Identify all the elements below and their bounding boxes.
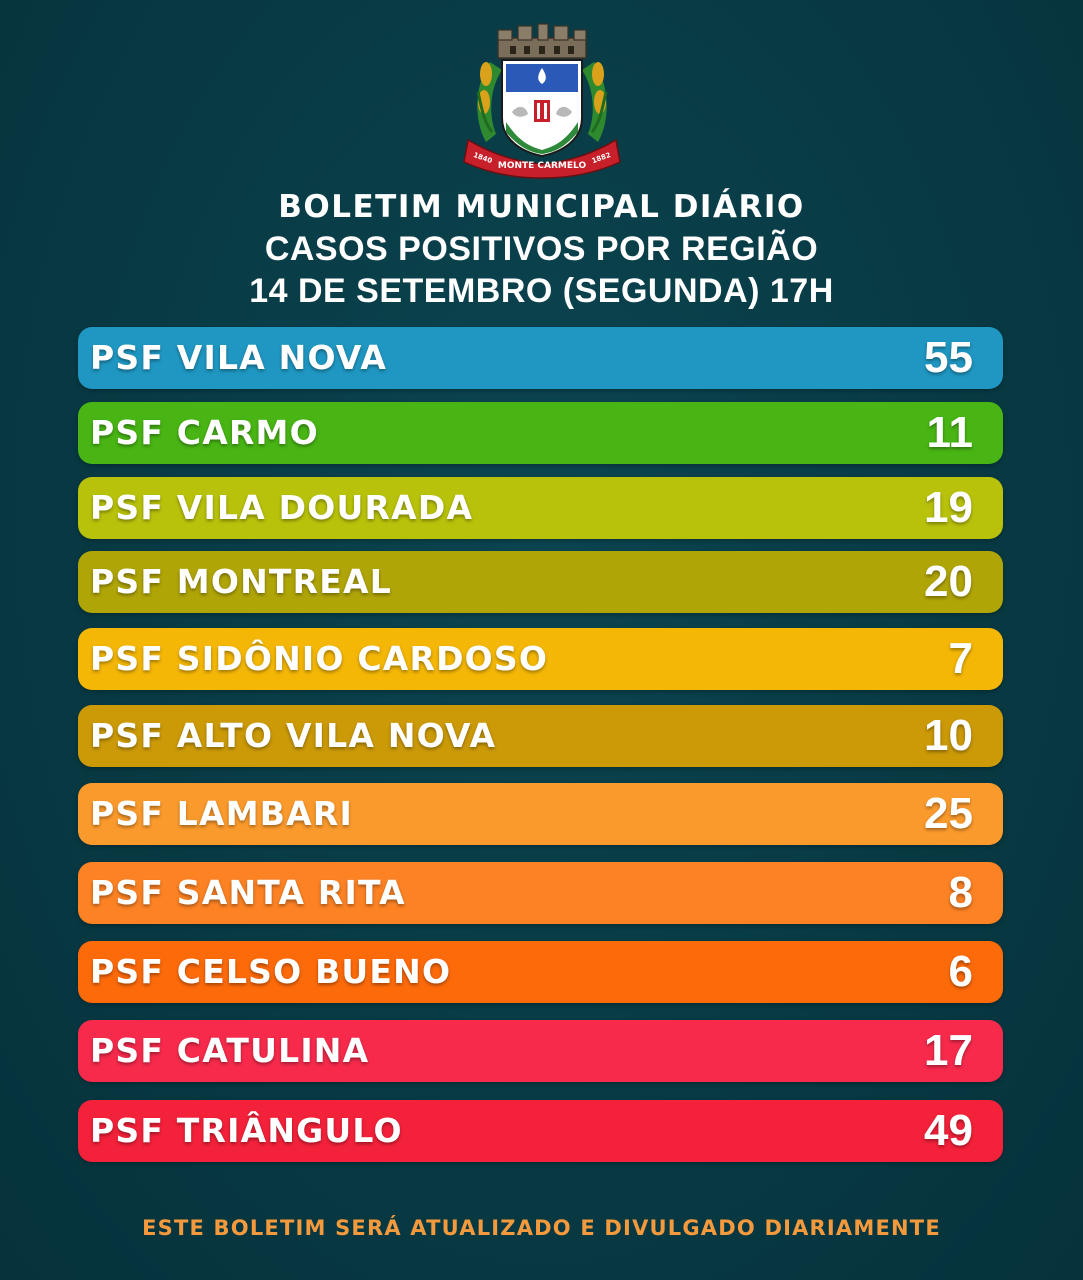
region-name: PSF TRIÂNGULO bbox=[90, 1111, 403, 1150]
region-row: PSF LAMBARI 25 bbox=[78, 783, 1003, 845]
bulletin-title: BOLETIM MUNICIPAL DIÁRIO bbox=[278, 189, 805, 225]
region-row: PSF CELSO BUENO 6 bbox=[78, 941, 1003, 1003]
municipal-crest-emblem: MONTE CARMELO 1840 1882 bbox=[462, 22, 622, 180]
region-row: PSF SIDÔNIO CARDOSO 7 bbox=[78, 628, 1003, 690]
region-case-count: 11 bbox=[926, 408, 973, 457]
region-row: PSF VILA DOURADA 19 bbox=[78, 477, 1003, 539]
region-name: PSF SANTA RITA bbox=[90, 873, 406, 912]
region-case-count: 7 bbox=[948, 634, 973, 683]
update-notice: ESTE BOLETIM SERÁ ATUALIZADO E DIVULGADO… bbox=[142, 1216, 941, 1240]
region-name: PSF CARMO bbox=[90, 413, 319, 452]
region-name: PSF LAMBARI bbox=[90, 794, 353, 833]
region-row: PSF VILA NOVA 55 bbox=[78, 327, 1003, 389]
region-row: PSF MONTREAL 20 bbox=[78, 551, 1003, 613]
region-row: PSF TRIÂNGULO 49 bbox=[78, 1100, 1003, 1162]
region-row: PSF SANTA RITA 8 bbox=[78, 862, 1003, 924]
bulletin-header: BOLETIM MUNICIPAL DIÁRIO CASOS POSITIVOS… bbox=[0, 186, 1083, 312]
region-case-count: 17 bbox=[924, 1026, 973, 1075]
region-name: PSF VILA DOURADA bbox=[90, 488, 474, 527]
region-case-count: 10 bbox=[924, 711, 973, 760]
region-case-count: 49 bbox=[924, 1106, 973, 1155]
region-row: PSF CATULINA 17 bbox=[78, 1020, 1003, 1082]
region-name: PSF MONTREAL bbox=[90, 562, 392, 601]
region-case-count: 6 bbox=[948, 947, 973, 996]
region-case-count: 25 bbox=[924, 789, 973, 838]
region-case-count: 20 bbox=[924, 557, 973, 606]
region-name: PSF CELSO BUENO bbox=[90, 952, 452, 991]
bulletin-subtitle: CASOS POSITIVOS POR REGIÃO bbox=[264, 230, 819, 268]
region-case-count: 19 bbox=[924, 483, 973, 532]
region-case-count: 55 bbox=[924, 333, 973, 382]
region-case-count: 8 bbox=[948, 868, 973, 917]
region-name: PSF ALTO VILA NOVA bbox=[90, 716, 497, 755]
region-row: PSF CARMO 11 bbox=[78, 402, 1003, 464]
region-row: PSF ALTO VILA NOVA 10 bbox=[78, 705, 1003, 767]
region-name: PSF VILA NOVA bbox=[90, 338, 388, 377]
bulletin-date: 14 DE SETEMBRO (SEGUNDA) 17H bbox=[249, 272, 834, 310]
region-name: PSF SIDÔNIO CARDOSO bbox=[90, 639, 549, 678]
region-name: PSF CATULINA bbox=[90, 1031, 370, 1070]
svg-text:MONTE CARMELO: MONTE CARMELO bbox=[498, 161, 587, 171]
